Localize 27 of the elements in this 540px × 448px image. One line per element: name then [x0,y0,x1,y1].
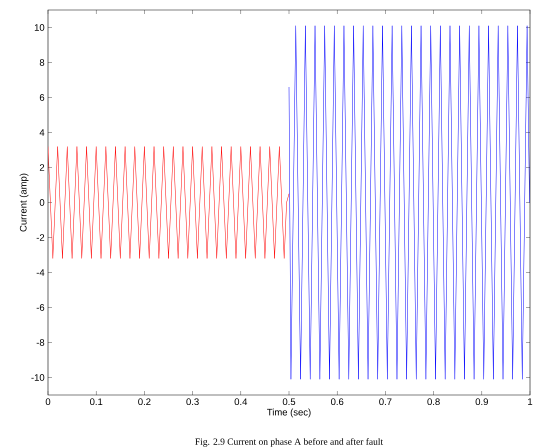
y-tick-label: -10 [31,374,44,381]
y-tick-label: 4 [40,129,44,136]
x-tick-label: 0 [46,398,50,406]
y-tick-label: -8 [36,339,44,346]
y-tick-label: 6 [40,94,44,101]
y-tick-label: -2 [36,234,44,241]
y-tick-label: -6 [36,304,44,311]
x-tick-label: 0.8 [427,398,440,406]
x-tick-label: 1 [528,398,532,405]
y-tick-label: -4 [36,269,44,276]
caption: Fig. 2.9 Current on phase A before and after fault [195,438,384,447]
x-tick-label: 0.9 [476,398,488,406]
line-series [288,25,530,380]
x-tick-label: 0.7 [379,398,392,406]
y-tick-label: 8 [40,59,44,66]
x-tick-label: 0.1 [90,398,102,406]
y-axis-title: Current (amp) [20,174,28,232]
x-axis-title: Time (sec) [267,408,311,418]
x-tick-label: 0.6 [331,398,344,406]
y-tick-label: 10 [34,24,44,31]
y-tick-label: 2 [40,164,44,171]
x-tick-label: 0.2 [138,398,151,406]
x-tick-label: 0.4 [234,398,248,406]
line-series [48,146,290,259]
y-tick-label: 0 [40,199,44,206]
x-tick-label: 0.3 [186,398,199,406]
x-tick-label: 0.5 [282,398,296,406]
